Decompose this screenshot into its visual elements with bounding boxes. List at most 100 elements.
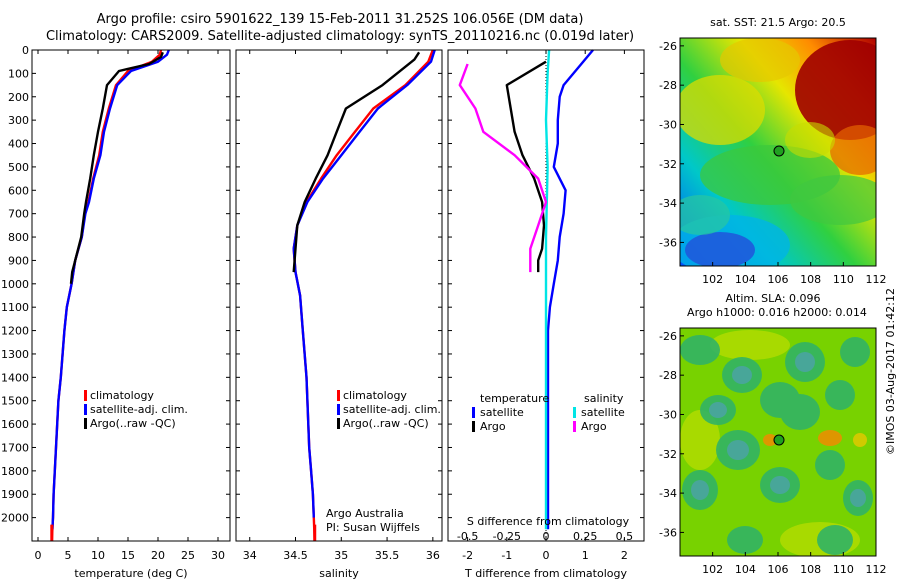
climatology-end-marker — [313, 524, 317, 541]
sla-map-field — [680, 328, 876, 556]
s-tick-label: 0 — [543, 530, 550, 543]
y-tick-label: 400 — [8, 138, 29, 151]
y-tick-label: 1700 — [1, 441, 29, 454]
legend-label-2: Argo(..raw -QC) — [90, 417, 176, 430]
sst-map-title: sat. SST: 21.5 Argo: 20.5 — [710, 16, 846, 29]
legend-header-salinity: salinity — [584, 392, 624, 405]
map-y-tick-label: -36 — [659, 526, 677, 539]
annotation-line1: Argo Australia — [326, 507, 404, 520]
series-line-2 — [292, 51, 421, 273]
map-x-tick-label: 106 — [768, 273, 789, 286]
legend-swatch-2 — [573, 407, 576, 418]
series-line-2 — [544, 49, 551, 530]
s-tick-label: 0.5 — [616, 530, 634, 543]
legend-label-0: satellite — [480, 406, 524, 419]
y-tick-label: 2000 — [1, 512, 29, 525]
map-x-tick-label: 108 — [800, 273, 821, 286]
x-tick-label: 15 — [121, 549, 135, 562]
temperature-panel: 0100200300400500600700800900100011001200… — [1, 44, 231, 580]
map-x-tick-label: 104 — [735, 273, 756, 286]
y-tick-label: 0 — [22, 44, 29, 57]
legend-label-2: Argo(..raw -QC) — [343, 417, 429, 430]
y-tick-label: 200 — [8, 91, 29, 104]
x-tick-label: 5 — [65, 549, 72, 562]
x-tick-label: 35 — [334, 549, 348, 562]
map-y-tick-label: -36 — [659, 236, 677, 249]
map-x-tick-label: 102 — [702, 563, 723, 576]
legend-swatch-2 — [337, 418, 340, 429]
map-x-tick-label: 108 — [800, 563, 821, 576]
series-line-1 — [505, 60, 547, 273]
y-tick-label: 500 — [8, 161, 29, 174]
y-tick-label: 800 — [8, 231, 29, 244]
series-line-0 — [292, 49, 434, 542]
sla-profile-marker — [773, 434, 785, 446]
legend-swatch-1 — [472, 421, 475, 432]
timestamp-stamp: ©IMOS 03-Aug-2017 01:42:12 — [884, 288, 897, 455]
difference-panel: -2 -1 0 1 2 T difference from climatology temp… — [447, 49, 645, 580]
y-tick-label: 100 — [8, 67, 29, 80]
map-y-tick-label: -28 — [659, 369, 677, 382]
y-tick-label: 1300 — [1, 348, 29, 361]
map-y-tick-label: -32 — [659, 158, 677, 171]
map-y-tick-label: -30 — [659, 408, 677, 421]
x-tick-label: -2 — [462, 549, 473, 562]
map-y-tick-label: -28 — [659, 79, 677, 92]
x-tick-label: -1 — [501, 549, 512, 562]
sst-map-panel: sat. SST: 21.5 Argo: 20.5 102 104 106 108 11… — [659, 16, 886, 286]
legend-label-1: satellite-adj. clim. — [343, 403, 441, 416]
map-y-tick-label: -26 — [659, 40, 677, 53]
x-tick-label: 25 — [181, 549, 195, 562]
y-tick-label: 300 — [8, 114, 29, 127]
x-tick-label: 34 — [243, 549, 257, 562]
plot-frame — [447, 49, 645, 542]
y-tick-label: 1500 — [1, 395, 29, 408]
y-tick-label: 900 — [8, 254, 29, 267]
x-tick-label: 0 — [35, 549, 42, 562]
legend-label-0: climatology — [343, 389, 407, 402]
y-tick-label: 700 — [8, 208, 29, 221]
x-axis-label: temperature (deg C) — [74, 567, 187, 580]
legend-swatch-1 — [84, 404, 87, 415]
climatology-end-marker — [50, 524, 54, 541]
map-x-tick-label: 104 — [735, 563, 756, 576]
legend-swatch-1 — [337, 404, 340, 415]
sst-map-field — [680, 38, 876, 266]
annotation-line2: PI: Susan Wijffels — [326, 521, 420, 534]
legend-label-2: satellite — [581, 406, 625, 419]
x-tick-label: 30 — [211, 549, 225, 562]
map-x-tick-label: 102 — [702, 273, 723, 286]
x-tick-label: 2 — [621, 549, 628, 562]
x-axis-label: salinity — [319, 567, 359, 580]
s-tick-label: -0.5 — [457, 530, 478, 543]
series-line-2 — [69, 51, 164, 284]
sst-profile-marker — [773, 145, 785, 157]
y-tick-label: 1200 — [1, 325, 29, 338]
sla-map-title-line1: Altim. SLA: 0.096 — [725, 292, 820, 305]
series-line-1 — [51, 49, 170, 530]
legend-header-temperature: temperature — [480, 392, 549, 405]
series-line-3 — [458, 63, 548, 273]
map-x-tick-label: 110 — [833, 273, 854, 286]
legend-swatch-0 — [472, 407, 475, 418]
x-tick-label: 36 — [426, 549, 440, 562]
sla-map-panel: Altim. SLA: 0.096 Argo h1000: 0.016 h200… — [659, 292, 886, 576]
figure-title-line1: Argo profile: csiro 5901622_139 15-Feb-2… — [96, 12, 584, 27]
map-x-tick-label: 106 — [768, 563, 789, 576]
legend-swatch-0 — [337, 390, 340, 401]
salinity-panel: 34 34.5 35 35.5 36 salinity climatologysatelli… — [235, 49, 443, 580]
map-y-tick-label: -34 — [659, 197, 677, 210]
map-y-tick-label: -34 — [659, 487, 677, 500]
x-tick-label: 1 — [582, 549, 589, 562]
s-tick-label: 0.25 — [573, 530, 598, 543]
figure-title-line2: Climatology: CARS2009. Satellite-adjuste… — [45, 29, 635, 44]
y-tick-label: 1000 — [1, 278, 29, 291]
y-tick-label: 1900 — [1, 488, 29, 501]
series-line-1 — [292, 49, 436, 518]
legend-label-1: Argo — [480, 420, 506, 433]
x-tick-label: 0 — [543, 549, 550, 562]
legend-label-1: satellite-adj. clim. — [90, 403, 188, 416]
s-tick-label: -0.25 — [493, 530, 521, 543]
legend-swatch-3 — [573, 421, 576, 432]
